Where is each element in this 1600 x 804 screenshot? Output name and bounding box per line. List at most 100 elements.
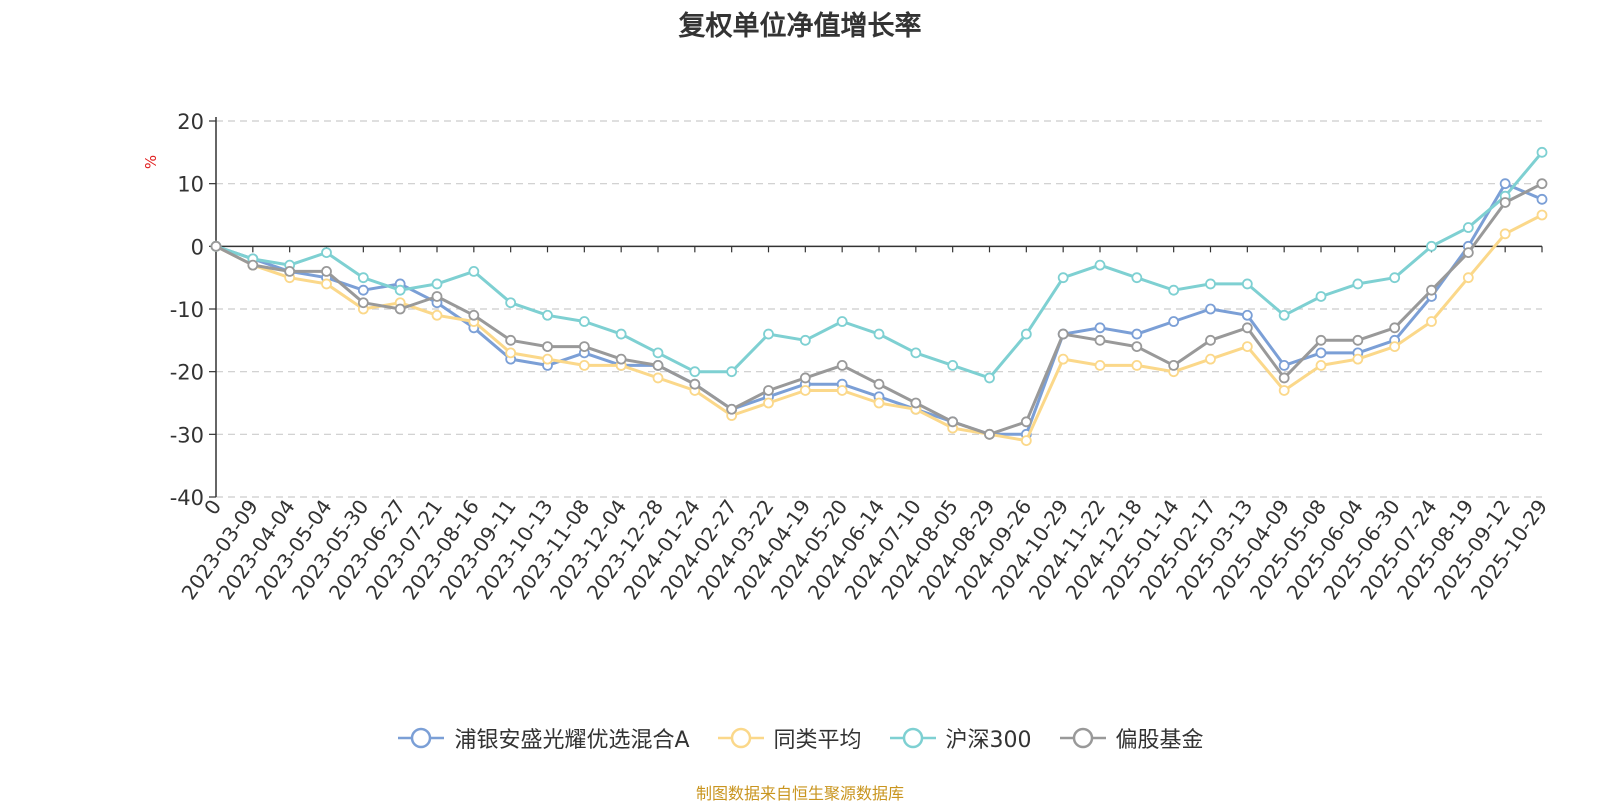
- data-point: [1241, 278, 1253, 290]
- data-point: [763, 385, 774, 396]
- data-point: [1389, 341, 1401, 353]
- data-point: [321, 247, 332, 259]
- data-source-note: 制图数据来自恒生聚源数据库: [695, 784, 904, 803]
- data-point: [799, 334, 811, 346]
- data-point: [836, 385, 848, 396]
- legend: 浦银安盛光耀优选混合A 同类平均 沪深300 偏股基金: [0, 722, 1600, 754]
- series-layer: [210, 146, 1548, 447]
- legend-item[interactable]: 浦银安盛光耀优选混合A: [396, 722, 690, 754]
- data-point: [799, 372, 811, 384]
- data-point: [1205, 278, 1216, 290]
- chart-title: 复权单位净值增长率: [678, 11, 922, 42]
- y-tick-label: -20: [170, 361, 204, 385]
- data-point: [1241, 322, 1253, 334]
- data-point: [505, 334, 517, 346]
- data-point: [284, 265, 296, 277]
- data-point: [1389, 272, 1401, 284]
- legend-item[interactable]: 沪深300: [888, 722, 1032, 754]
- data-point: [836, 359, 848, 371]
- data-point: [1315, 359, 1327, 371]
- legend-marker-icon: [398, 727, 445, 749]
- legend-item[interactable]: 偏股基金: [1058, 722, 1204, 754]
- data-point: [726, 366, 738, 378]
- data-point: [1315, 334, 1327, 346]
- data-point: [468, 309, 480, 321]
- data-point: [1278, 372, 1290, 384]
- data-point: [1499, 178, 1511, 190]
- data-point: [1462, 272, 1474, 284]
- data-point: [578, 341, 590, 353]
- y-tick-label: 20: [177, 110, 204, 134]
- data-point: [1131, 359, 1143, 371]
- y-axis-unit-label: %: [142, 155, 160, 169]
- data-point: [1094, 322, 1106, 334]
- data-point: [910, 397, 922, 409]
- data-point: [505, 297, 517, 309]
- legend-label: 沪深300: [945, 728, 1032, 753]
- data-point: [1426, 240, 1437, 252]
- x-tick-label: 0: [199, 495, 226, 519]
- data-point: [1205, 353, 1216, 365]
- data-point: [1094, 334, 1106, 346]
- data-point: [357, 272, 369, 284]
- data-point: [1426, 284, 1437, 296]
- data-point: [984, 428, 995, 440]
- data-point: [357, 284, 369, 296]
- data-point: [763, 397, 774, 409]
- data-point: [947, 359, 959, 371]
- data-point: [689, 378, 701, 390]
- data-point: [542, 353, 553, 365]
- data-point: [947, 416, 959, 428]
- data-point: [1168, 359, 1180, 371]
- data-point: [1315, 291, 1327, 302]
- data-point: [1536, 146, 1548, 158]
- data-point: [1131, 328, 1143, 340]
- data-point: [1057, 328, 1069, 340]
- axis-layer: [209, 117, 1543, 498]
- data-point: [431, 309, 443, 321]
- data-point: [726, 403, 738, 415]
- data-point: [1499, 228, 1511, 240]
- data-point: [652, 347, 664, 359]
- data-point: [247, 259, 259, 271]
- data-point: [1241, 341, 1253, 353]
- legend-marker-icon: [1059, 727, 1106, 749]
- data-point: [505, 347, 517, 359]
- data-point: [321, 278, 332, 290]
- data-point: [1389, 322, 1401, 334]
- data-point: [1020, 435, 1032, 447]
- legend-item[interactable]: 同类平均: [716, 722, 862, 754]
- y-tick-label: -30: [170, 423, 204, 447]
- data-point: [1499, 197, 1511, 208]
- data-point: [431, 278, 443, 290]
- legend-label: 同类平均: [773, 728, 862, 753]
- data-point: [1168, 316, 1180, 327]
- y-tick-label: 10: [177, 173, 204, 197]
- data-point: [542, 309, 553, 321]
- data-point: [1462, 222, 1474, 233]
- data-point: [1131, 341, 1143, 353]
- data-point: [910, 347, 922, 359]
- data-point: [1057, 353, 1069, 365]
- data-point: [652, 372, 664, 384]
- data-point: [1536, 178, 1548, 190]
- data-point: [394, 303, 406, 315]
- data-point: [321, 265, 332, 277]
- data-point: [1020, 416, 1032, 428]
- data-point: [1241, 309, 1253, 321]
- data-point: [1094, 259, 1106, 271]
- data-point: [1352, 334, 1364, 346]
- legend-marker-icon: [889, 727, 936, 749]
- data-point: [1278, 385, 1290, 396]
- data-point: [689, 366, 701, 378]
- data-point: [210, 240, 222, 252]
- data-point: [1278, 359, 1290, 371]
- data-point: [1131, 272, 1143, 284]
- data-point: [1352, 278, 1364, 290]
- data-point: [578, 316, 590, 327]
- data-point: [1536, 209, 1548, 221]
- data-point: [615, 328, 627, 340]
- grid-layer: [216, 120, 1542, 498]
- data-point: [431, 291, 443, 302]
